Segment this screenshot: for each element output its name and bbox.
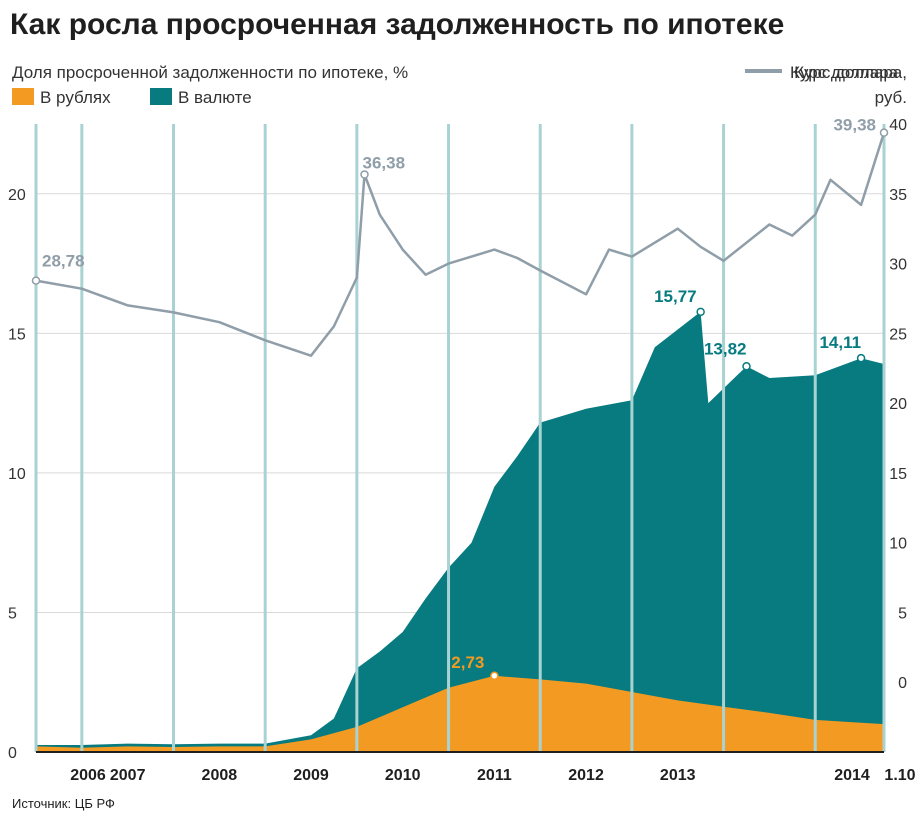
right-tick-label: 35 [889, 187, 907, 204]
annotation-dot [490, 671, 499, 681]
right-tick-label: 40 [889, 117, 907, 134]
x-tick-label: 2013 [660, 767, 696, 784]
legend-swatch-rub [12, 88, 34, 105]
annotation-dot [360, 170, 369, 179]
right-axis-label-line2: руб. [875, 88, 907, 107]
annotation-dot [879, 128, 889, 137]
right-tick-label: 20 [889, 396, 907, 413]
annotation-dot [742, 362, 751, 371]
source-note: Источник: ЦБ РФ [12, 796, 115, 811]
annotation-label: 39,38 [833, 116, 876, 135]
annotation-dot [696, 307, 705, 317]
x-tick-label: 2012 [568, 767, 604, 784]
annotation-label: 13,82 [704, 339, 747, 358]
annotations: 28,78 36,38 39,38 2,73 15,77 13,82 14,11 [31, 116, 889, 681]
annotation-dot [856, 353, 866, 363]
right-tick-label: 15 [889, 466, 907, 483]
area-series-fx [36, 311, 884, 752]
area-series-rub [36, 675, 884, 752]
annotation-label: 14,11 [819, 333, 861, 352]
plot-areas [36, 311, 884, 752]
annotation-label: 15,77 [654, 287, 697, 306]
right-tick-label: 30 [889, 257, 907, 274]
right-tick-label: 5 [898, 605, 907, 622]
legend-label-fx: В валюте [178, 88, 252, 107]
x-tick-label: 2011 [477, 767, 512, 784]
annotation-label: 28,78 [42, 252, 85, 271]
plot-lines [35, 132, 886, 357]
left-tick-label: 15 [8, 326, 26, 343]
right-tick-label: 10 [889, 536, 907, 553]
x-tick-label: 2014 [834, 767, 870, 784]
x-tick-label: 2008 [202, 767, 238, 784]
x-tick-label: 2007 [110, 767, 146, 784]
axis-ticks: 0 5 10 15 20 0 5 10 15 20 25 30 35 40 2006 2007 2008 2009… [8, 117, 916, 784]
x-tick-label: 2010 [385, 767, 421, 784]
annotation-label: 36,38 [363, 154, 406, 173]
x-tick-label: 1.10 [884, 767, 915, 784]
right-axis-label-line1: Курс доллара, [794, 63, 907, 82]
right-tick-label: 0 [898, 675, 907, 692]
left-tick-label: 20 [8, 187, 26, 204]
left-tick-label: 5 [8, 605, 17, 622]
annotation-label: 2,73 [451, 653, 484, 672]
line-series-usd [35, 132, 886, 357]
legend-label-usd: Курс доллара [790, 63, 899, 82]
annotation-dot [31, 276, 41, 285]
left-tick-label: 10 [8, 466, 26, 483]
x-tick-label: 2009 [293, 767, 329, 784]
year-dividers [34, 124, 886, 753]
left-tick-label: 0 [8, 745, 17, 762]
legend-swatch-fx [150, 88, 172, 105]
right-tick-label: 25 [889, 326, 907, 343]
x-tick-label: 2006 [70, 767, 106, 784]
chart-title: Как росла просроченная задолженность по … [10, 8, 784, 41]
left-axis-label: Доля просроченной задолженности по ипоте… [12, 63, 408, 82]
legend-label-rub: В рублях [40, 88, 111, 107]
